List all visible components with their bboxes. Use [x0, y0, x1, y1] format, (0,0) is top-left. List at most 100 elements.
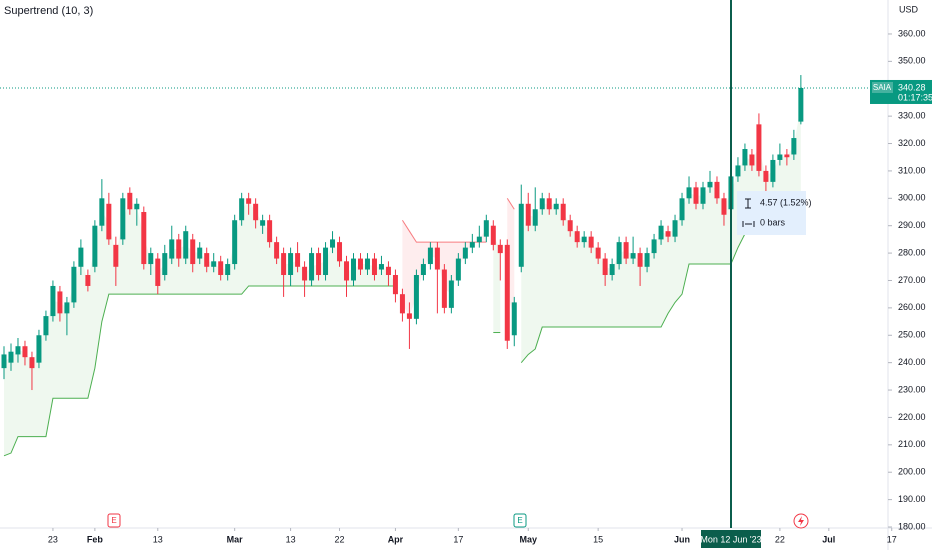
- candle-body: [127, 192, 133, 210]
- x-tick-label: 22: [335, 534, 345, 544]
- candle-body: [602, 258, 608, 276]
- candle-body: [371, 258, 377, 276]
- x-tick-label: 13: [153, 534, 163, 544]
- candle-body: [71, 266, 77, 303]
- candle-body: [260, 220, 266, 226]
- candle-body: [511, 302, 517, 336]
- candle-body: [616, 242, 622, 265]
- trend-fill: [493, 235, 501, 333]
- candle-body: [344, 261, 350, 281]
- y-tick-label: 210.00: [898, 439, 926, 449]
- candle-body: [490, 225, 496, 245]
- candle-body: [665, 231, 671, 237]
- earnings-icon[interactable]: [107, 513, 121, 528]
- x-tick-label: Jun: [674, 534, 690, 544]
- y-tick-label: 200.00: [898, 467, 926, 477]
- y-tick-label: 250.00: [898, 330, 926, 340]
- candle-body: [679, 198, 685, 221]
- y-tick-label: 320.00: [898, 138, 926, 148]
- candle-body: [735, 165, 741, 177]
- candle-body: [8, 351, 14, 363]
- crosshair-label-box: [701, 530, 761, 548]
- candle-body: [378, 264, 384, 270]
- y-tick-label: 350.00: [898, 56, 926, 66]
- candle-body: [141, 212, 147, 265]
- candle-body: [406, 313, 412, 319]
- candle-body: [364, 258, 370, 270]
- candle-body: [204, 253, 210, 267]
- candle-body: [134, 203, 140, 210]
- candle-body: [392, 275, 398, 295]
- candle-body: [120, 198, 126, 240]
- earnings-label: E: [517, 516, 522, 525]
- candle-body: [351, 258, 356, 281]
- y-tick-label: 310.00: [898, 165, 926, 175]
- candle-body: [274, 242, 280, 259]
- x-tick-label: 15: [593, 534, 603, 544]
- candle-body: [15, 346, 21, 355]
- candle-body: [232, 220, 238, 265]
- candle-body: [78, 247, 84, 267]
- candle-body: [574, 231, 580, 243]
- candle-body: [630, 253, 636, 259]
- candle-body: [218, 261, 224, 276]
- candle-body: [700, 187, 706, 204]
- candle-body: [686, 187, 692, 199]
- candle-body: [281, 253, 287, 276]
- candle-body: [756, 124, 762, 171]
- y-tick-label: 260.00: [898, 302, 926, 312]
- x-tick-label: Mar: [227, 534, 244, 544]
- candle-body: [525, 203, 531, 226]
- candle-body: [763, 170, 769, 182]
- price-label-box: [870, 79, 932, 104]
- countdown: 01:17:35: [898, 92, 932, 102]
- candle-body: [169, 239, 175, 259]
- candle-body: [309, 253, 315, 281]
- candle-body: [770, 159, 776, 182]
- candle-body: [288, 253, 294, 276]
- candle-body: [29, 357, 35, 369]
- candle-body: [357, 258, 363, 270]
- candle-body: [36, 335, 42, 363]
- candle-body: [497, 244, 503, 254]
- candle-body: [581, 236, 587, 243]
- candle-body: [385, 266, 391, 276]
- y-tick-label: 280.00: [898, 247, 926, 257]
- symbol-box: [872, 81, 893, 93]
- x-tick-label: 13: [286, 534, 296, 544]
- axis: 180.00 190.00 200.00 210.00 220.00 230.00 240.…: [48, 28, 932, 544]
- x-tick-label: Jul: [822, 534, 835, 544]
- candle-body: [672, 220, 678, 237]
- candle-body: [64, 302, 70, 314]
- candle-body: [295, 253, 301, 267]
- bars-icon: [742, 221, 755, 227]
- x-tick-label: 23: [48, 534, 58, 544]
- candle-body: [246, 198, 252, 204]
- symbol: SAIA: [873, 83, 892, 92]
- candle-body: [504, 244, 510, 341]
- candle-body: [148, 253, 154, 265]
- candle-body: [92, 225, 98, 267]
- candle-body: [595, 247, 601, 259]
- y-tick-label: 300.00: [898, 193, 926, 203]
- candle-body: [532, 209, 538, 226]
- candle-body: [518, 203, 524, 267]
- candle-body: [560, 203, 566, 221]
- y-tick-label: 290.00: [898, 220, 926, 230]
- earnings-icon[interactable]: [513, 513, 527, 528]
- candle-body: [784, 154, 790, 158]
- candle-body: [651, 239, 657, 254]
- candle-body: [483, 220, 489, 237]
- supertrend-line: [3, 285, 396, 457]
- candle-body: [455, 258, 461, 281]
- candle-body: [113, 244, 119, 267]
- currency: USD: [899, 4, 919, 14]
- candle-body: [22, 346, 28, 358]
- x-tick-label: May: [519, 534, 537, 544]
- candle-body: [197, 247, 203, 259]
- candle-body: [707, 181, 713, 188]
- candle-body: [99, 198, 105, 226]
- candle-body: [714, 181, 720, 199]
- candle-body: [323, 247, 329, 276]
